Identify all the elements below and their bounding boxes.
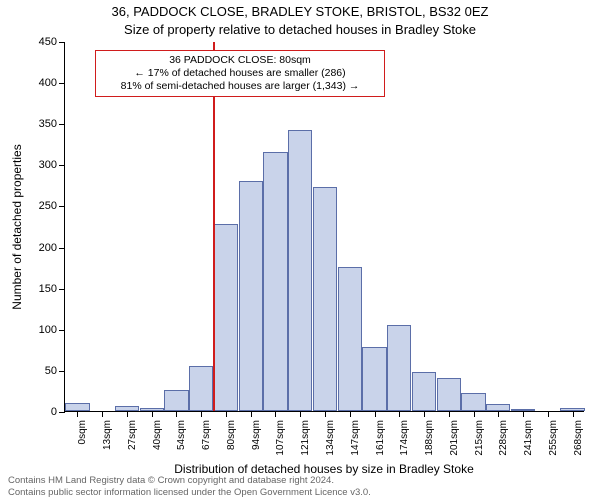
y-tick-label: 250 [39, 200, 57, 212]
x-tick [102, 411, 103, 417]
plot-inner: 0501001502002503003504004500sqm13sqm27sq… [64, 42, 584, 412]
histogram-bar [65, 403, 89, 411]
histogram-bar [461, 393, 485, 411]
x-tick-label: 174sqm [399, 420, 410, 456]
histogram-bar [288, 130, 312, 411]
y-axis-label: Number of detached properties [10, 144, 24, 309]
x-tick [176, 411, 177, 417]
y-tick-label: 450 [39, 36, 57, 48]
x-tick [498, 411, 499, 417]
histogram-bar [437, 378, 461, 411]
x-tick-label: 241sqm [523, 420, 534, 456]
page-title-line1: 36, PADDOCK CLOSE, BRADLEY STOKE, BRISTO… [0, 4, 600, 19]
x-tick [275, 411, 276, 417]
x-tick-label: 134sqm [325, 420, 336, 456]
footer-line1: Contains HM Land Registry data © Crown c… [8, 475, 371, 486]
x-tick [325, 411, 326, 417]
x-tick-label: 215sqm [474, 420, 485, 456]
x-tick [424, 411, 425, 417]
x-tick-label: 147sqm [350, 420, 361, 456]
y-tick [59, 371, 65, 372]
histogram-bar [214, 224, 238, 411]
x-tick [449, 411, 450, 417]
y-tick [59, 330, 65, 331]
histogram-bar [164, 390, 188, 411]
y-tick [59, 83, 65, 84]
x-tick-label: 80sqm [226, 420, 237, 450]
x-tick [474, 411, 475, 417]
x-tick [573, 411, 574, 417]
y-tick [59, 124, 65, 125]
y-axis-label-container: Number of detached properties [10, 42, 24, 412]
x-tick [152, 411, 153, 417]
x-tick [77, 411, 78, 417]
annotation-line: ← 17% of detached houses are smaller (28… [102, 67, 378, 80]
histogram-bar [412, 372, 436, 411]
x-tick-label: 228sqm [498, 420, 509, 456]
x-tick [399, 411, 400, 417]
x-tick-label: 13sqm [102, 420, 113, 450]
y-tick [59, 42, 65, 43]
x-tick-label: 188sqm [424, 420, 435, 456]
x-tick-label: 54sqm [176, 420, 187, 450]
x-tick [251, 411, 252, 417]
x-tick-label: 67sqm [201, 420, 212, 450]
annotation-line: 81% of semi-detached houses are larger (… [102, 80, 378, 93]
x-tick [226, 411, 227, 417]
x-tick [350, 411, 351, 417]
x-tick-label: 201sqm [449, 420, 460, 456]
y-tick [59, 412, 65, 413]
annotation-box: 36 PADDOCK CLOSE: 80sqm← 17% of detached… [95, 50, 385, 97]
x-tick-label: 268sqm [573, 420, 584, 456]
y-tick-label: 100 [39, 324, 57, 336]
y-tick-label: 150 [39, 283, 57, 295]
footer-line2: Contains public sector information licen… [8, 487, 371, 498]
y-tick-label: 300 [39, 159, 57, 171]
x-tick-label: 255sqm [548, 420, 559, 456]
x-axis-label: Distribution of detached houses by size … [64, 462, 584, 476]
histogram-plot: 0501001502002503003504004500sqm13sqm27sq… [64, 42, 584, 412]
x-tick-label: 161sqm [375, 420, 386, 456]
histogram-bar [239, 181, 263, 411]
x-tick [548, 411, 549, 417]
y-tick [59, 206, 65, 207]
y-tick [59, 165, 65, 166]
x-tick-label: 107sqm [275, 420, 286, 456]
footer-attribution: Contains HM Land Registry data © Crown c… [8, 475, 371, 498]
x-tick [375, 411, 376, 417]
histogram-bar [263, 152, 287, 411]
y-tick [59, 289, 65, 290]
histogram-bar [313, 187, 337, 411]
histogram-bar [387, 325, 411, 411]
x-tick-label: 40sqm [152, 420, 163, 450]
page-title-line2: Size of property relative to detached ho… [0, 22, 600, 37]
y-tick-label: 350 [39, 118, 57, 130]
x-tick [300, 411, 301, 417]
annotation-line: 36 PADDOCK CLOSE: 80sqm [102, 54, 378, 67]
histogram-bar [338, 267, 362, 411]
y-tick-label: 400 [39, 77, 57, 89]
y-tick-label: 50 [45, 365, 57, 377]
x-tick-label: 121sqm [300, 420, 311, 456]
x-tick [523, 411, 524, 417]
y-tick-label: 200 [39, 242, 57, 254]
x-tick [201, 411, 202, 417]
histogram-bar [362, 347, 386, 411]
chart-page: 36, PADDOCK CLOSE, BRADLEY STOKE, BRISTO… [0, 0, 600, 500]
y-tick [59, 248, 65, 249]
x-tick [127, 411, 128, 417]
y-tick-label: 0 [51, 406, 57, 418]
x-tick-label: 94sqm [251, 420, 262, 450]
histogram-bar [189, 366, 213, 411]
x-tick-label: 0sqm [77, 420, 88, 444]
x-tick-label: 27sqm [127, 420, 138, 450]
